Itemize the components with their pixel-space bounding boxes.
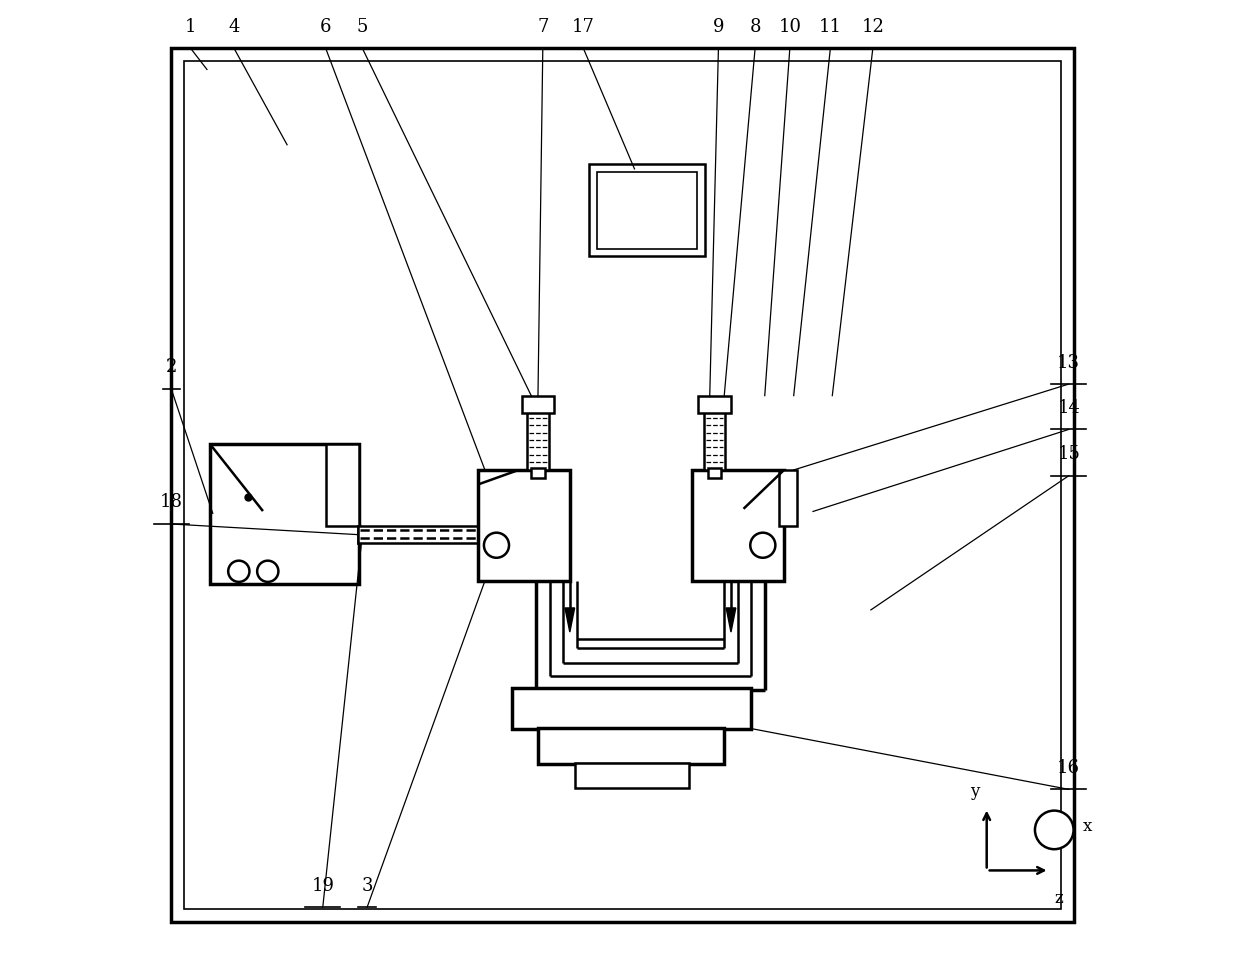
Bar bbox=[704, 410, 725, 470]
Text: 6: 6 bbox=[320, 17, 331, 36]
Bar bbox=[538, 728, 724, 764]
Bar bbox=[589, 164, 704, 256]
Bar bbox=[577, 639, 724, 648]
Text: 16: 16 bbox=[1058, 758, 1080, 777]
Text: 17: 17 bbox=[572, 17, 595, 36]
Text: z: z bbox=[1054, 890, 1063, 907]
Bar bbox=[779, 470, 796, 526]
Circle shape bbox=[750, 533, 775, 558]
Bar bbox=[708, 468, 722, 478]
Text: 7: 7 bbox=[537, 17, 548, 36]
Bar bbox=[479, 470, 570, 581]
Bar bbox=[512, 688, 751, 729]
Bar bbox=[326, 444, 360, 526]
Text: 3: 3 bbox=[361, 876, 373, 895]
Text: 13: 13 bbox=[1058, 353, 1080, 372]
Bar bbox=[357, 526, 536, 543]
Text: 14: 14 bbox=[1058, 399, 1080, 417]
Circle shape bbox=[228, 561, 249, 582]
Bar bbox=[210, 444, 360, 584]
Bar bbox=[522, 396, 554, 413]
Text: 12: 12 bbox=[862, 17, 884, 36]
Bar bbox=[527, 410, 548, 470]
Bar bbox=[596, 172, 697, 249]
Text: 11: 11 bbox=[818, 17, 842, 36]
Text: 8: 8 bbox=[749, 17, 761, 36]
Text: 10: 10 bbox=[779, 17, 801, 36]
Bar bbox=[574, 763, 688, 788]
Text: x: x bbox=[1084, 817, 1092, 835]
Bar bbox=[698, 396, 730, 413]
Bar bbox=[531, 468, 544, 478]
Circle shape bbox=[257, 561, 279, 582]
Text: 5: 5 bbox=[357, 17, 368, 36]
Text: 19: 19 bbox=[311, 876, 335, 895]
Bar bbox=[692, 470, 784, 581]
Circle shape bbox=[484, 533, 510, 558]
Bar bbox=[184, 61, 1061, 909]
Text: 2: 2 bbox=[166, 358, 177, 376]
Text: 9: 9 bbox=[713, 17, 724, 36]
Text: 4: 4 bbox=[228, 17, 239, 36]
Text: 1: 1 bbox=[185, 17, 196, 36]
Text: 15: 15 bbox=[1058, 445, 1080, 463]
Bar bbox=[357, 526, 361, 543]
Text: y: y bbox=[971, 783, 980, 800]
Circle shape bbox=[1035, 811, 1074, 849]
Polygon shape bbox=[565, 608, 574, 632]
Polygon shape bbox=[727, 608, 735, 632]
Text: 18: 18 bbox=[160, 493, 182, 511]
